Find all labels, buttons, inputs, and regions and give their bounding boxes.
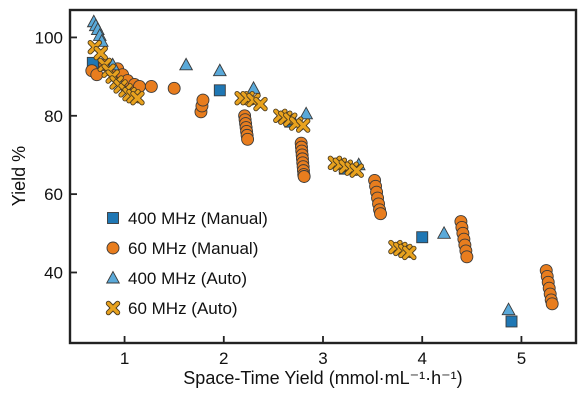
y-tick-label: 40 — [44, 263, 63, 282]
series-cross — [87, 40, 417, 261]
plot-area-frame — [68, 8, 578, 345]
data-point — [299, 106, 314, 120]
data-point — [460, 250, 474, 264]
data-point — [253, 96, 268, 112]
legend-label: 400 MHz (Auto) — [128, 269, 247, 288]
data-point — [179, 57, 194, 71]
data-point — [212, 63, 227, 77]
legend-marker — [105, 270, 121, 284]
y-tick-label: 80 — [44, 107, 63, 126]
data-point — [349, 163, 364, 178]
data-point — [295, 118, 311, 133]
data-point — [130, 90, 145, 106]
data-point — [144, 79, 158, 93]
y-tick-label: 100 — [35, 28, 63, 47]
x-tick-label: 1 — [120, 349, 129, 368]
data-point — [374, 207, 387, 221]
data-point — [505, 315, 518, 328]
legend: 400 MHz (Manual) 60 MHz (Manual) 400 MHz (… — [105, 209, 268, 318]
legend-marker — [105, 300, 121, 316]
legend-marker — [106, 241, 120, 255]
data-point — [297, 170, 311, 183]
data-point — [213, 84, 226, 97]
data-point — [545, 297, 559, 311]
legend-label: 60 MHz (Auto) — [128, 299, 238, 318]
x-tick-label: 4 — [417, 349, 426, 368]
data-point — [93, 45, 108, 61]
data-point — [167, 81, 181, 95]
legend-label: 60 MHz (Manual) — [128, 239, 258, 258]
x-tick-label: 2 — [219, 349, 228, 368]
legend-label: 400 MHz (Manual) — [128, 209, 268, 228]
y-tick-label: 60 — [44, 185, 63, 204]
x-axis-label: Space-Time Yield (mmol·mL⁻¹·h⁻¹) — [183, 368, 462, 388]
data-point — [416, 231, 429, 244]
data-point — [241, 132, 255, 146]
x-tick-label: 3 — [318, 349, 327, 368]
data-point — [501, 302, 516, 316]
y-axis-label: Yield % — [9, 146, 29, 206]
legend-marker — [107, 212, 119, 224]
data-point — [196, 93, 210, 107]
data-point — [436, 225, 452, 239]
x-tick-label: 5 — [517, 349, 526, 368]
data-point — [402, 245, 417, 261]
